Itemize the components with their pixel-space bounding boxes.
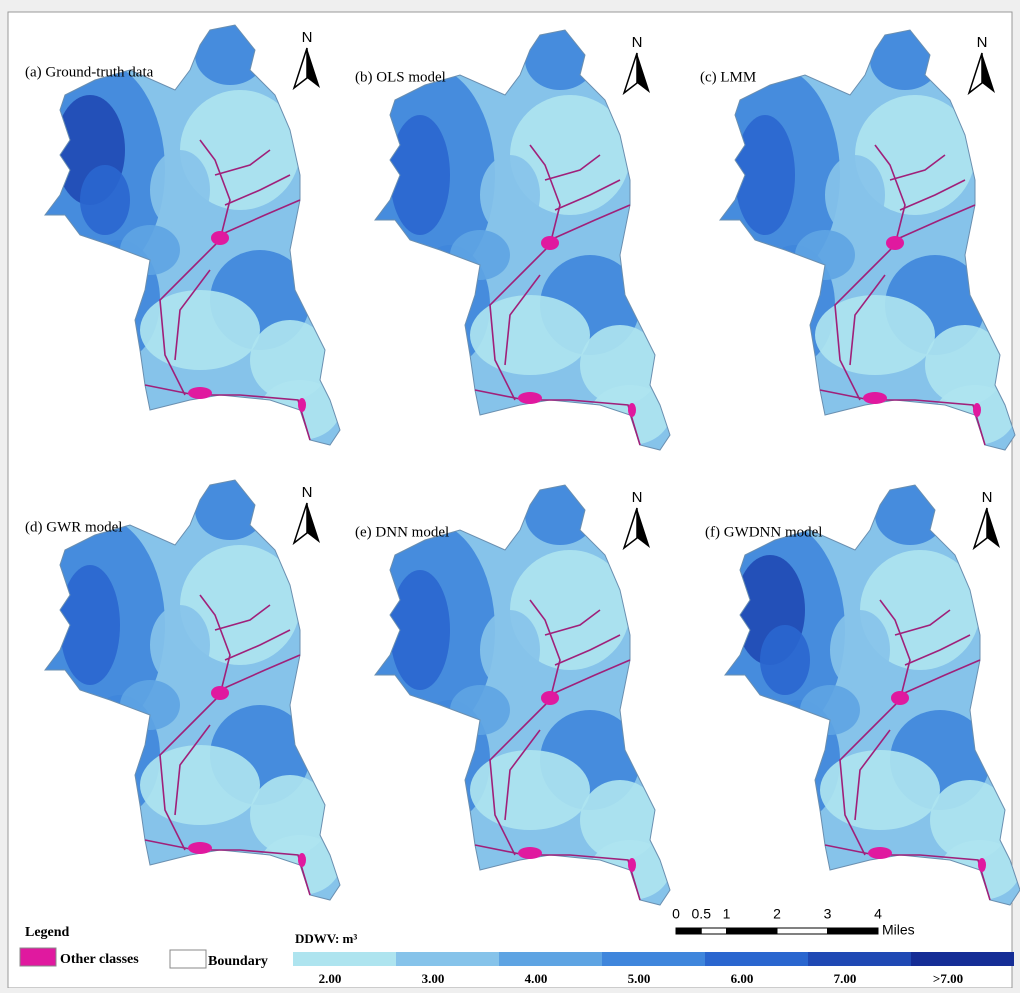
urban-area xyxy=(868,847,892,859)
scale-unit: Miles xyxy=(882,922,915,938)
zone xyxy=(480,155,540,235)
color-label: 2.00 xyxy=(319,971,342,986)
north-label: N xyxy=(632,489,643,506)
scale-tick-label: 0.5 xyxy=(692,906,712,922)
scale-segment xyxy=(828,928,879,934)
zone xyxy=(825,155,885,235)
urban-area xyxy=(886,236,904,250)
zone xyxy=(140,745,260,825)
color-label: 5.00 xyxy=(628,971,651,986)
panel-label: (b) OLS model xyxy=(355,69,446,85)
legend-label: Boundary xyxy=(208,954,268,969)
urban-area xyxy=(298,853,306,867)
color-label: 6.00 xyxy=(731,971,754,986)
urban-area xyxy=(541,691,559,705)
color-class xyxy=(396,952,499,966)
urban-area xyxy=(973,403,981,417)
zone xyxy=(140,290,260,370)
panel-label: (d) GWR model xyxy=(25,519,122,535)
color-class xyxy=(602,952,705,966)
urban-area xyxy=(188,842,212,854)
color-class xyxy=(705,952,808,966)
scale-segment xyxy=(777,928,828,934)
zone xyxy=(820,750,940,830)
urban-area xyxy=(211,231,229,245)
legend-swatch xyxy=(170,950,206,968)
zone xyxy=(760,625,810,695)
panel-label: (f) GWDNN model xyxy=(705,524,822,540)
scale-segment xyxy=(727,928,778,934)
urban-area xyxy=(978,858,986,872)
color-class xyxy=(499,952,602,966)
urban-area xyxy=(541,236,559,250)
north-label: N xyxy=(982,489,993,506)
legend-label: Other classes xyxy=(60,952,139,967)
panel-label: (a) Ground-truth data xyxy=(25,64,154,80)
urban-area xyxy=(518,392,542,404)
color-label: 4.00 xyxy=(525,971,548,986)
zone xyxy=(80,165,130,235)
colorbar-title: DDWV: m³ xyxy=(295,931,357,946)
scale-segment xyxy=(676,928,701,934)
panel-label: (c) LMM xyxy=(700,69,756,85)
urban-area xyxy=(628,403,636,417)
urban-area xyxy=(188,387,212,399)
urban-area xyxy=(211,686,229,700)
scale-tick-label: 1 xyxy=(723,906,731,922)
scale-tick-label: 4 xyxy=(874,906,882,922)
north-label: N xyxy=(302,29,313,46)
zone xyxy=(480,610,540,690)
scale-tick-label: 3 xyxy=(824,906,832,922)
scale-segment xyxy=(701,928,726,934)
zone xyxy=(150,150,210,230)
legend-title: Legend xyxy=(25,925,70,940)
color-label: 7.00 xyxy=(834,971,857,986)
color-class xyxy=(911,952,1014,966)
urban-area xyxy=(518,847,542,859)
zone xyxy=(815,295,935,375)
legend-swatch xyxy=(20,948,56,966)
north-label: N xyxy=(632,34,643,51)
urban-area xyxy=(628,858,636,872)
scale-tick-label: 0 xyxy=(672,906,680,922)
scale-tick-label: 2 xyxy=(773,906,781,922)
color-class xyxy=(808,952,911,966)
zone xyxy=(830,610,890,690)
urban-area xyxy=(298,398,306,412)
color-label: >7.00 xyxy=(933,971,963,986)
color-label: 3.00 xyxy=(422,971,445,986)
north-label: N xyxy=(977,34,988,51)
north-label: N xyxy=(302,484,313,501)
urban-area xyxy=(863,392,887,404)
urban-area xyxy=(891,691,909,705)
zone xyxy=(470,750,590,830)
color-class xyxy=(293,952,396,966)
zone xyxy=(470,295,590,375)
figure: (a) Ground-truth data N (b) OLS model N (c) … xyxy=(0,0,1020,988)
panel-label: (e) DNN model xyxy=(355,524,449,540)
zone xyxy=(150,605,210,685)
